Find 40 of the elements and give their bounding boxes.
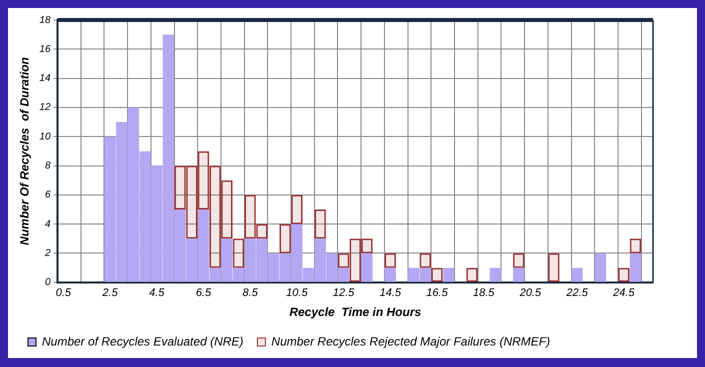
y-tick-label: 14 <box>39 73 51 84</box>
x-tick-label: 16.5 <box>426 287 449 300</box>
bar <box>490 268 502 282</box>
y-tick-label: 16 <box>39 44 51 55</box>
bar <box>314 210 326 239</box>
y-tick-label: 8 <box>44 160 51 172</box>
bar <box>571 268 583 282</box>
x-tick-label: 2.5 <box>101 287 119 300</box>
y-tick-label: 4 <box>44 218 51 230</box>
x-tick-label: 8.5 <box>242 287 259 300</box>
x-tick-label: 20.5 <box>518 287 542 300</box>
y-tick-label: 18 <box>39 14 51 26</box>
y-tick-label: 10 <box>39 131 51 142</box>
bar <box>594 253 606 282</box>
x-tick-label: 22.5 <box>565 287 589 300</box>
bar <box>513 268 524 282</box>
bar <box>280 224 291 254</box>
x-tick-label: 18.5 <box>472 287 496 300</box>
legend-label: Number of Recycles Evaluated (NRE) <box>42 334 244 348</box>
bar <box>232 238 244 268</box>
y-tick-label: 0 <box>44 277 51 288</box>
bar <box>361 253 373 282</box>
y-tick-label: 12 <box>39 102 51 114</box>
x-tick-label: 12.5 <box>332 287 356 300</box>
legend-label: Number Recycles Rejected Major Failures (NRMEF) <box>271 334 550 348</box>
bar <box>443 268 454 282</box>
bar <box>548 253 560 282</box>
bar <box>384 268 396 282</box>
bar <box>291 194 303 224</box>
y-tick-label: 2 <box>44 248 51 260</box>
x-tick-label: 0.5 <box>56 287 72 300</box>
x-tick-label: 10.5 <box>286 287 308 300</box>
x-tick-label: 14.5 <box>380 287 402 300</box>
x-tick-label: 4.5 <box>149 287 166 300</box>
bar <box>630 253 642 282</box>
x-tick-label: 6.5 <box>196 287 212 300</box>
y-tick-label: 6 <box>44 190 51 201</box>
x-axis-title: Recycle Time in Hours <box>289 305 422 320</box>
y-axis-title: Number Of Recycles of Duration <box>18 57 32 246</box>
x-tick-label: 24.5 <box>612 287 636 300</box>
